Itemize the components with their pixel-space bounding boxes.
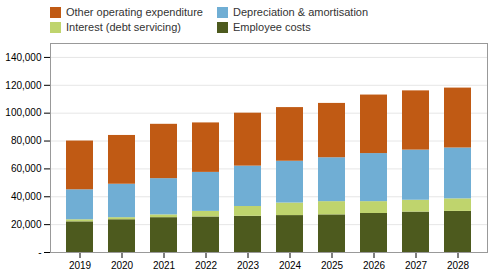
html-text:Depreciation & amortisation: Depreciation & amortisation: [233, 6, 369, 18]
svg-text:2026: 2026: [363, 260, 386, 271]
svg-text:-: -: [38, 247, 41, 258]
svg-text:100,000: 100,000: [5, 107, 42, 118]
svg-text:2024: 2024: [279, 260, 302, 271]
svg-text:2028: 2028: [447, 260, 470, 271]
svg-text:2019: 2019: [69, 260, 92, 271]
html-text:Employee costs: Employee costs: [233, 21, 311, 33]
svg-text:2023: 2023: [237, 260, 260, 271]
svg-text:2022: 2022: [195, 260, 218, 271]
html-text:Other operating expenditure: Other operating expenditure: [66, 6, 203, 18]
svg-text:40,000: 40,000: [11, 191, 42, 202]
svg-text:80,000: 80,000: [11, 135, 42, 146]
svg-text:2020: 2020: [111, 260, 134, 271]
html-text:Interest (debt servicing): Interest (debt servicing): [66, 21, 181, 33]
svg-text:2027: 2027: [405, 260, 428, 271]
svg-text:140,000: 140,000: [5, 52, 42, 63]
svg-text:120,000: 120,000: [5, 80, 42, 91]
svg-text:2021: 2021: [153, 260, 176, 271]
svg-text:60,000: 60,000: [11, 163, 42, 174]
svg-text:2025: 2025: [321, 260, 344, 271]
svg-text:20,000: 20,000: [11, 219, 42, 230]
